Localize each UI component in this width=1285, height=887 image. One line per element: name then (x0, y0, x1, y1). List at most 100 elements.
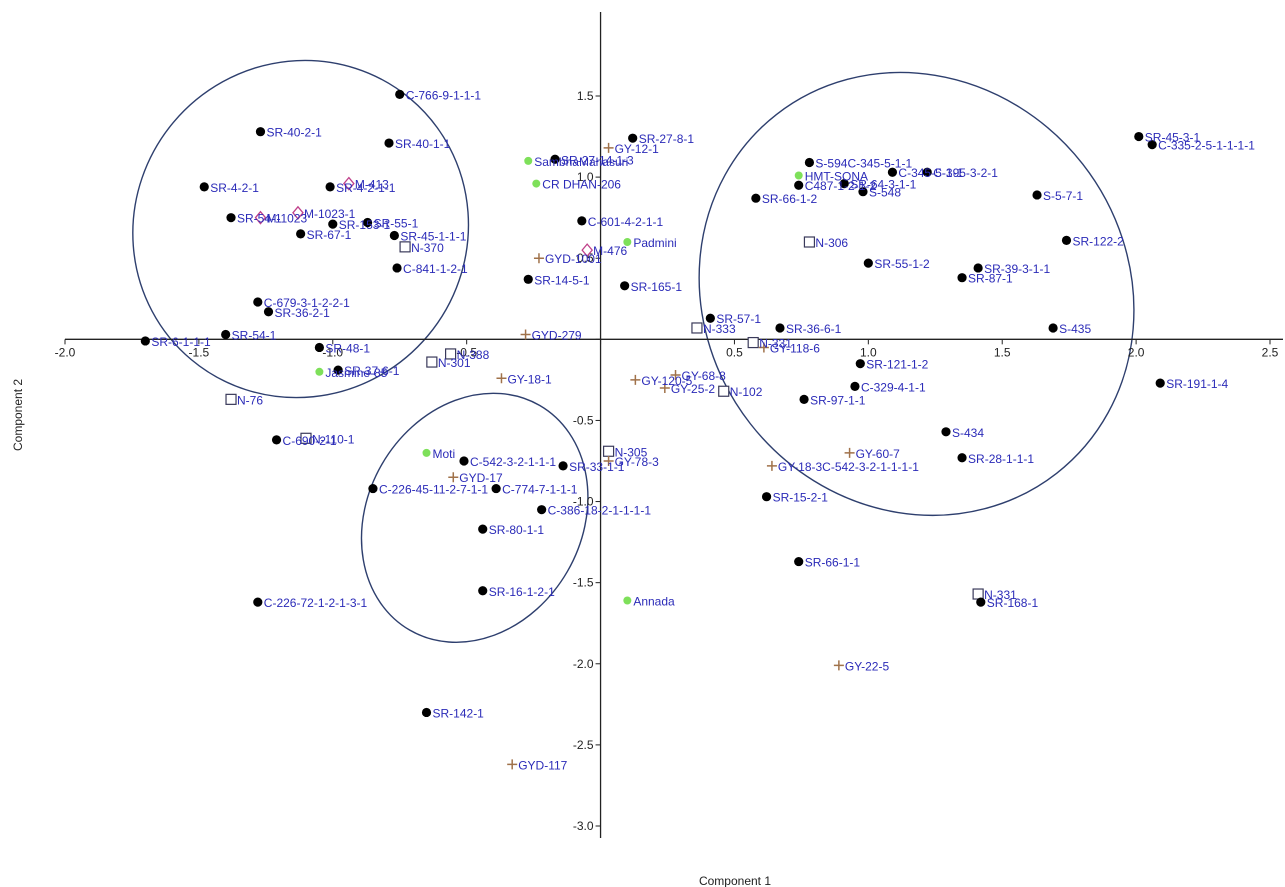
point-green-52 (623, 596, 632, 605)
point-green-35 (315, 367, 324, 376)
point-cross-61 (758, 342, 769, 353)
point-label: SR-14-5-1 (534, 273, 590, 287)
point-label: C-395-3-2-1 (933, 166, 998, 180)
point-dot-80 (839, 179, 849, 189)
axes: -2.0 -1.5 -1.0 -0.5 0.5 1.0 1.5 2.0 2.5 1.5 1.0 0.5… (55, 12, 1283, 838)
point-label: SR-4-2-1-1 (336, 181, 396, 195)
point-cross-23 (533, 253, 544, 264)
point-label: SR-6-1-1-1 (151, 335, 211, 349)
point-label: SR-165-1 (631, 280, 683, 294)
point-diamond-21 (581, 243, 594, 258)
point-label: M-1023-1 (304, 207, 356, 221)
point-dot-43 (558, 461, 568, 471)
point-label: N-331 (759, 337, 792, 351)
point-dot-70 (957, 453, 967, 463)
point-dot-9 (199, 182, 209, 192)
point-dot-86 (973, 263, 983, 273)
point-label: C487-1-2-1-2 (805, 179, 877, 193)
point-cross-56 (659, 383, 670, 393)
point-label: GY-120-5 (641, 374, 692, 388)
point-label: S-435 (1059, 322, 1091, 336)
point-dot-59 (705, 313, 715, 323)
point-dot-2 (384, 138, 394, 148)
point-dot-0 (395, 89, 405, 99)
point-dot-91 (1134, 131, 1144, 142)
point-cross-54 (507, 759, 518, 770)
point-label: C-774-7-1-1-1 (502, 483, 578, 497)
point-label: SR-122-2 (1072, 234, 1124, 248)
point-dot-25 (620, 281, 630, 291)
point-dot-7 (325, 182, 335, 192)
point-label: SR-55-1 (374, 217, 419, 231)
point-label: SR-153-1 (339, 218, 391, 232)
point-label: N-333 (703, 322, 736, 336)
point-label: Jasmine-85 (325, 366, 387, 380)
point-label: SR-67-1 (307, 228, 352, 242)
point-square-39 (300, 432, 312, 444)
point-cross-42 (448, 472, 459, 483)
point-label: Annada (633, 595, 675, 609)
point-label: C-841-1-2-1 (403, 262, 468, 276)
point-dot-15 (362, 217, 373, 228)
point-label: SR-55-1-2 (874, 257, 930, 271)
point-dot-93 (1155, 378, 1165, 388)
point-dot-92 (1147, 140, 1157, 150)
point-dot-18 (392, 263, 402, 273)
point-green-40 (422, 448, 431, 457)
point-dot-6 (550, 154, 560, 164)
point-label: GY-12-1 (615, 142, 660, 156)
point-green-76 (794, 171, 803, 180)
point-label: C-766-9-1-1-1 (406, 88, 482, 102)
point-label: SR-80-1-1 (489, 523, 545, 537)
point-dot-74 (976, 597, 986, 607)
point-dot-64 (799, 394, 809, 404)
point-label: C-335-2-5-1-1-1-1 (1158, 139, 1255, 153)
point-cross-75 (833, 660, 844, 671)
x-tick-label: 2.0 (1128, 345, 1145, 359)
point-label: C-329-4-1-1 (861, 380, 926, 394)
point-square-33 (445, 348, 457, 360)
point-cross-57 (670, 370, 681, 381)
point-dot-89 (1061, 235, 1072, 245)
point-label: SR-36-6-1 (786, 322, 842, 336)
point-label: S-5-7-1 (1043, 189, 1083, 203)
point-dot-29 (221, 329, 231, 340)
point-label: S-594C-345-5-1-1 (815, 157, 912, 171)
point-label: Moti (433, 447, 456, 461)
y-tick-label: -2.5 (573, 738, 594, 752)
x-tick-label: -1.0 (322, 345, 343, 359)
point-label: SR-64-3-1-1 (850, 178, 916, 192)
cluster-ellipses (132, 59, 1135, 643)
point-dot-65 (855, 359, 865, 369)
point-square-17 (399, 241, 411, 253)
point-label: SR-142-1 (433, 706, 485, 720)
point-label: N-306 (815, 236, 848, 250)
point-cross-68 (766, 460, 777, 471)
point-label: SR-33-1-1 (569, 460, 625, 474)
point-label: N-102 (730, 385, 763, 399)
point-diamond-13 (254, 210, 267, 225)
point-label: SR-40-1-1 (395, 137, 451, 151)
point-label: SR-54-1 (232, 328, 277, 342)
point-dot-53 (421, 707, 432, 718)
point-dot-38 (271, 435, 282, 445)
point-green-19 (532, 179, 541, 188)
x-tick-label: -2.0 (55, 345, 76, 359)
point-label: C-601-4-2-1-1 (588, 215, 664, 229)
y-tick-label: -0.5 (573, 413, 594, 427)
point-label: SR-97-1-1 (810, 393, 866, 407)
point-label: SR-168-1 (987, 596, 1039, 610)
point-label: N-370 (411, 241, 444, 255)
point-cross-55 (630, 374, 641, 385)
point-label: M-476 (593, 244, 627, 258)
x-tick-label: -0.5 (456, 345, 477, 359)
point-dot-50 (478, 586, 488, 596)
point-label: GY-22-5 (845, 659, 890, 673)
point-dot-11 (328, 219, 338, 229)
point-label: Padmini (633, 236, 676, 250)
y-tick-label: -3.0 (573, 819, 594, 833)
point-label: GY-78-3 (615, 455, 660, 469)
point-cross-45 (603, 456, 614, 466)
point-dot-41 (459, 456, 469, 466)
